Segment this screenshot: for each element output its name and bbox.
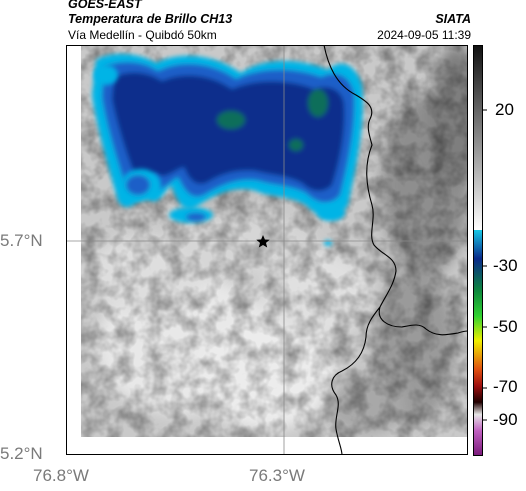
isolated-cold-cells [94,65,345,246]
colorbar-label: -30 [493,256,518,275]
lon-tick-76-3: 76.3°W [249,466,305,485]
colorbar-label: -90 [493,410,518,429]
satellite-title: GOES-EAST [68,0,142,11]
convective-cloud-cluster [92,53,363,217]
satellite-map[interactable] [66,45,468,455]
timestamp-label: 2024-09-05 11:39 [377,28,471,42]
colorbar-label: -70 [493,377,518,396]
lat-tick-5-2: 5.2°N [0,444,43,463]
colorbar-label: -50 [493,317,518,336]
region-subtitle: Vía Medellín - Quibdó 50km [68,28,217,42]
location-star-icon[interactable] [256,235,270,248]
lat-tick-5-7: 5.7°N [0,231,43,250]
lon-tick-76-8: 76.8°W [33,466,89,485]
map-frame [66,45,468,455]
organization-label: SIATA [435,12,471,26]
temperature-colorbar [473,45,487,456]
colorbar-label: 20 [495,100,514,119]
department-boundary [323,45,468,455]
product-title: Temperatura de Brillo CH13 [68,12,233,26]
